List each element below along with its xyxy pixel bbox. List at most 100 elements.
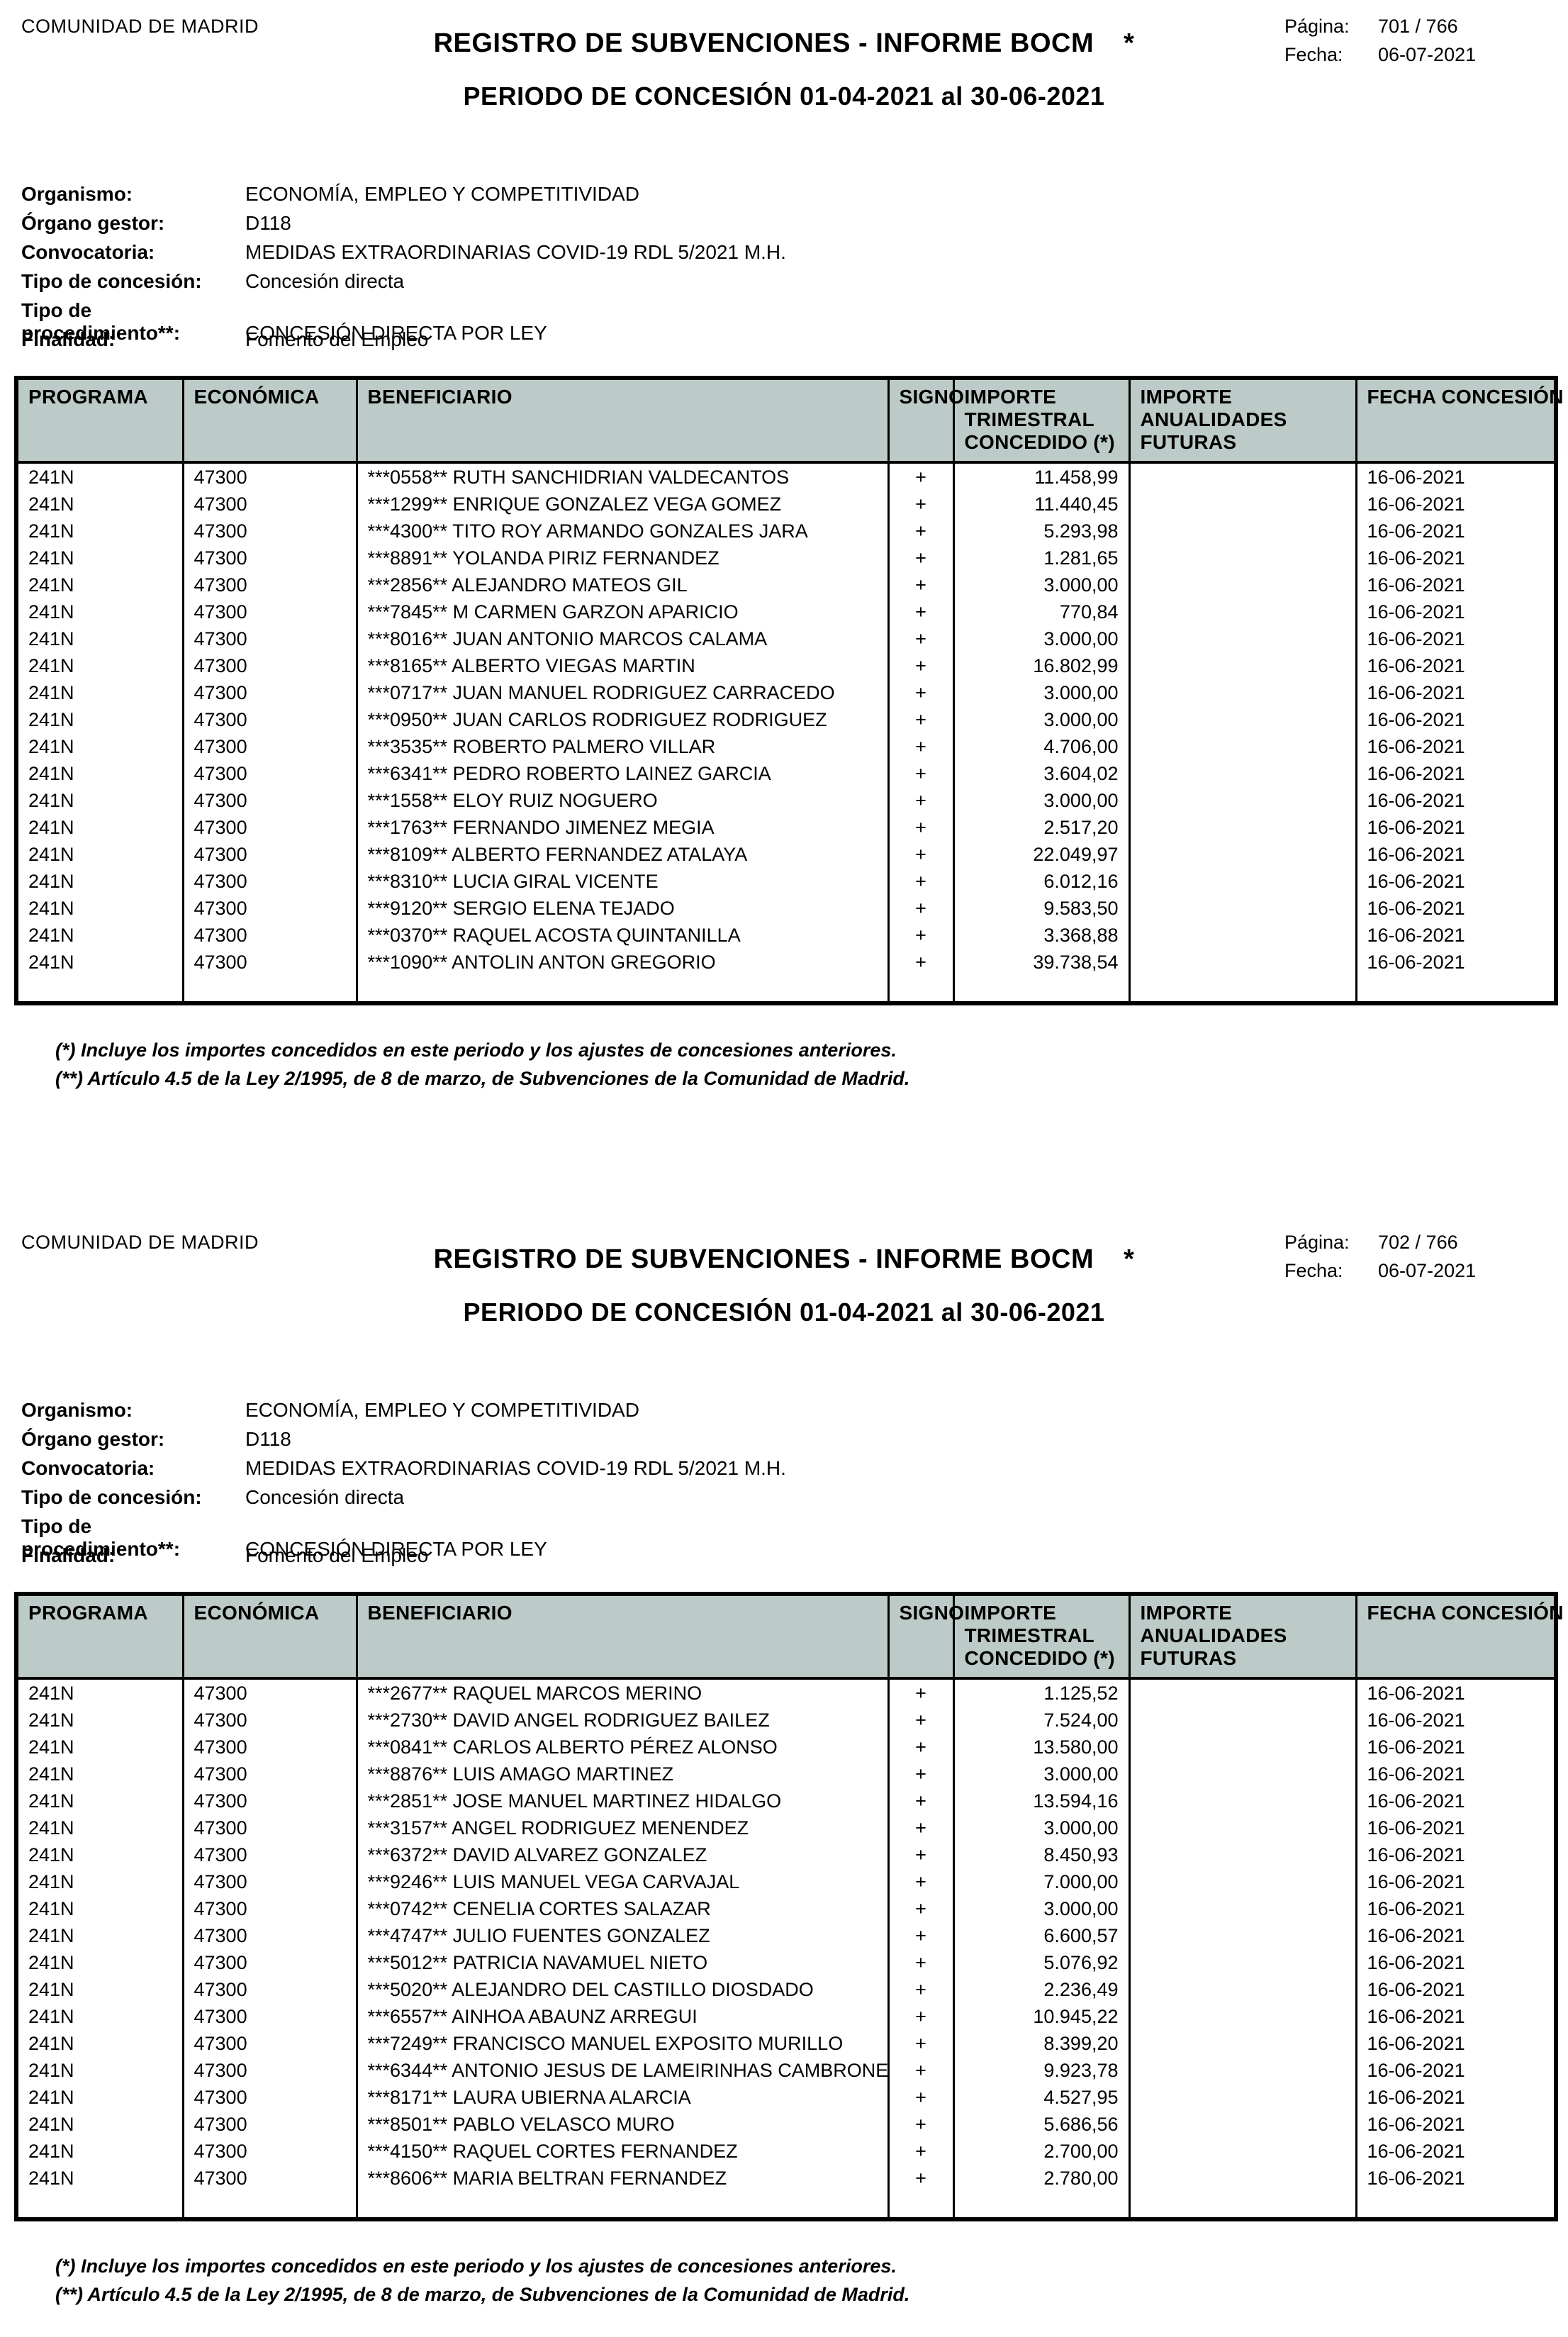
cell-economica: 47300 <box>181 1814 358 1841</box>
footnote-double-asterisk: (**) Artículo 4.5 de la Ley 2/1995, de 8… <box>55 1068 910 1089</box>
cell-importe-trimestral: 4.527,95 <box>952 2084 1131 2111</box>
meta-row-organismo: Organismo: ECONOMÍA, EMPLEO Y COMPETITIVI… <box>21 183 786 212</box>
page-info-block: Página: 702 / 766 Fecha: 06-07-2021 <box>1284 1232 1476 1288</box>
cell-importe-anualidades <box>1128 2138 1357 2165</box>
cell-signo: + <box>887 1814 955 1841</box>
cell-importe-trimestral: 4.706,00 <box>952 733 1131 760</box>
title-block: REGISTRO DE SUBVENCIONES - INFORME BOCM *… <box>0 28 1568 111</box>
cell-importe-anualidades <box>1128 787 1357 814</box>
table-row: 241N 47300 ***6372** DAVID ALVAREZ GONZALE… <box>15 1841 1557 1868</box>
title-asterisk: * <box>1124 1244 1135 1274</box>
meta-value: D118 <box>245 212 291 234</box>
table-body: 241N 47300 ***2677** RAQUEL MARCOS MERINO +… <box>15 1678 1557 2219</box>
cell-signo: + <box>887 652 955 679</box>
meta-block: Organismo: ECONOMÍA, EMPLEO Y COMPETITIVI… <box>21 183 786 357</box>
spacer-cell <box>15 976 184 1003</box>
cell-programa: 241N <box>15 2138 184 2165</box>
meta-value: MEDIDAS EXTRAORDINARIAS COVID-19 RDL 5/2… <box>245 241 786 263</box>
meta-row-organo-gestor: Órgano gestor: D118 <box>21 212 786 241</box>
meta-label: Tipo de procedimiento**: <box>21 299 181 344</box>
meta-row-tipo-procedimiento: Tipo de procedimiento**: CONCESIÓN DIRECT… <box>21 1515 786 1560</box>
cell-programa: 241N <box>15 625 184 652</box>
column-header-economica: ECONÓMICA <box>181 1593 358 1680</box>
cell-programa: 241N <box>15 706 184 733</box>
cell-programa: 241N <box>15 2057 184 2084</box>
column-header-fecha-concesion: FECHA CONCESIÓN <box>1355 377 1563 464</box>
cell-importe-trimestral: 3.000,00 <box>952 1814 1131 1841</box>
report-title-text: REGISTRO DE SUBVENCIONES - INFORME BOCM <box>433 1244 1094 1274</box>
meta-label: Convocatoria: <box>21 1457 155 1479</box>
cell-signo: + <box>887 922 955 949</box>
cell-economica: 47300 <box>181 1868 358 1895</box>
meta-label: Finalidad: <box>21 1544 116 1566</box>
cell-beneficiario: ***0558** RUTH SANCHIDRIAN VALDECANTOS <box>355 462 890 491</box>
meta-label: Convocatoria: <box>21 241 155 263</box>
table-row: 241N 47300 ***0558** RUTH SANCHIDRIAN VALD… <box>15 462 1557 491</box>
report-date-row: Fecha: 06-07-2021 <box>1284 1260 1476 1288</box>
cell-signo: + <box>887 571 955 598</box>
cell-signo: + <box>887 2138 955 2165</box>
cell-importe-trimestral: 9.923,78 <box>952 2057 1131 2084</box>
page-number-label: Página: <box>1284 1232 1350 1253</box>
cell-fecha-concesion: 16-06-2021 <box>1355 1922 1557 1949</box>
cell-importe-trimestral: 3.000,00 <box>952 679 1131 706</box>
cell-beneficiario: ***8016** JUAN ANTONIO MARCOS CALAMA <box>355 625 890 652</box>
table-row: 241N 47300 ***2730** DAVID ANGEL RODRIGUEZ… <box>15 1707 1557 1734</box>
cell-fecha-concesion: 16-06-2021 <box>1355 733 1557 760</box>
cell-importe-anualidades <box>1128 1949 1357 1976</box>
report-date-row: Fecha: 06-07-2021 <box>1284 44 1476 72</box>
report-title-text: REGISTRO DE SUBVENCIONES - INFORME BOCM <box>433 28 1094 58</box>
meta-row-tipo-concesion: Tipo de concesión: Concesión directa <box>21 270 786 299</box>
cell-importe-trimestral: 11.440,45 <box>952 491 1131 518</box>
cell-beneficiario: ***9246** LUIS MANUEL VEGA CARVAJAL <box>355 1868 890 1895</box>
cell-economica: 47300 <box>181 2057 358 2084</box>
footnote-double-asterisk: (**) Artículo 4.5 de la Ley 2/1995, de 8… <box>55 2284 910 2305</box>
cell-signo: + <box>887 2111 955 2138</box>
page-info-block: Página: 701 / 766 Fecha: 06-07-2021 <box>1284 16 1476 72</box>
cell-economica: 47300 <box>181 706 358 733</box>
cell-importe-anualidades <box>1128 1761 1357 1787</box>
meta-row-convocatoria: Convocatoria: MEDIDAS EXTRAORDINARIAS COV… <box>21 241 786 270</box>
meta-block: Organismo: ECONOMÍA, EMPLEO Y COMPETITIVI… <box>21 1399 786 1573</box>
table-row: 241N 47300 ***7249** FRANCISCO MANUEL EXPO… <box>15 2030 1557 2057</box>
meta-value: Fomento del Empleo <box>245 1544 429 1566</box>
cell-importe-anualidades <box>1128 1895 1357 1922</box>
cell-fecha-concesion: 16-06-2021 <box>1355 1949 1557 1976</box>
cell-beneficiario: ***5012** PATRICIA NAVAMUEL NIETO <box>355 1949 890 1976</box>
cell-importe-trimestral: 3.000,00 <box>952 1761 1131 1787</box>
cell-importe-trimestral: 770,84 <box>952 598 1131 625</box>
cell-importe-anualidades <box>1128 868 1357 895</box>
cell-importe-trimestral: 1.125,52 <box>952 1678 1131 1707</box>
cell-fecha-concesion: 16-06-2021 <box>1355 841 1557 868</box>
cell-signo: + <box>887 518 955 545</box>
page-number-value: 702 / 766 <box>1378 1232 1458 1253</box>
column-header-importe-trimestral: IMPORTE TRIMESTRAL CONCEDIDO (*) <box>952 1593 1131 1680</box>
spacer-cell <box>355 976 890 1003</box>
cell-importe-anualidades <box>1128 1787 1357 1814</box>
cell-programa: 241N <box>15 787 184 814</box>
cell-fecha-concesion: 16-06-2021 <box>1355 949 1557 976</box>
meta-value: CONCESIÓN DIRECTA POR LEY <box>245 322 547 344</box>
spacer-cell <box>1128 2192 1357 2219</box>
cell-economica: 47300 <box>181 1787 358 1814</box>
cell-beneficiario: ***2730** DAVID ANGEL RODRIGUEZ BAILEZ <box>355 1707 890 1734</box>
meta-label: Órgano gestor: <box>21 212 165 234</box>
cell-beneficiario: ***8606** MARIA BELTRAN FERNANDEZ <box>355 2165 890 2192</box>
table-header: PROGRAMA ECONÓMICA BENEFICIARIO SIGNO IM… <box>15 1593 1563 1680</box>
table-row: 241N 47300 ***1090** ANTOLIN ANTON GREGORI… <box>15 949 1557 976</box>
meta-value: D118 <box>245 1428 291 1450</box>
cell-beneficiario: ***7845** M CARMEN GARZON APARICIO <box>355 598 890 625</box>
cell-beneficiario: ***1090** ANTOLIN ANTON GREGORIO <box>355 949 890 976</box>
table-row: 241N 47300 ***6344** ANTONIO JESUS DE LAME… <box>15 2057 1557 2084</box>
cell-economica: 47300 <box>181 895 358 922</box>
cell-economica: 47300 <box>181 491 358 518</box>
cell-economica: 47300 <box>181 462 358 491</box>
cell-importe-trimestral: 7.000,00 <box>952 1868 1131 1895</box>
cell-beneficiario: ***4747** JULIO FUENTES GONZALEZ <box>355 1922 890 1949</box>
spacer-cell <box>887 976 955 1003</box>
table-row: 241N 47300 ***8606** MARIA BELTRAN FERNAND… <box>15 2165 1557 2192</box>
meta-row-finalidad: Finalidad: Fomento del Empleo <box>21 328 786 357</box>
column-header-signo: SIGNO <box>887 1593 964 1680</box>
cell-importe-trimestral: 2.780,00 <box>952 2165 1131 2192</box>
spacer-cell <box>355 2192 890 2219</box>
